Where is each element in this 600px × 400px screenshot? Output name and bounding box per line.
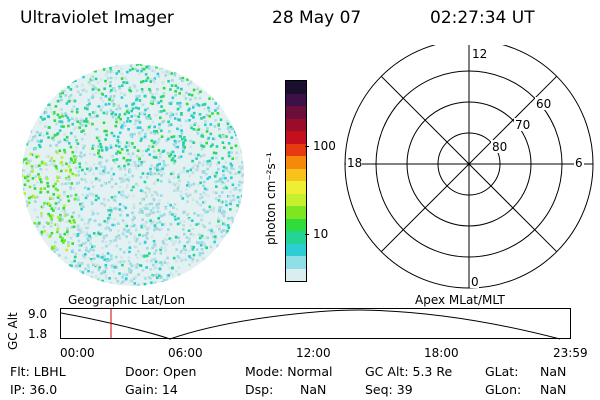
info-seq: Seq: 39	[365, 382, 413, 397]
timeline-right-label: Apex MLat/MLT	[415, 293, 505, 307]
info-mode: Mode: Normal	[245, 364, 333, 379]
polar-plot: 12 18 6 0 60 70 80	[344, 45, 594, 289]
info-dsp-value: NaN	[300, 382, 327, 397]
uv-image-disk	[22, 64, 244, 286]
info-gc-alt: GC Alt: 5.3 Re	[365, 364, 453, 379]
mlt-label-18: 18	[347, 156, 362, 170]
info-dsp-label: Dsp:	[245, 382, 274, 397]
timeline-x-tick-2359: 23:59	[553, 346, 588, 360]
colorbar-band	[286, 193, 306, 206]
app-title: Ultraviolet Imager	[20, 8, 174, 28]
colorbar-band	[286, 268, 306, 281]
colorbar-band	[286, 81, 306, 94]
timeline-x-tick-1200: 12:00	[296, 346, 331, 360]
polar-diagonal-2	[380, 75, 558, 253]
colorbar-unit-label: photon cm⁻²s⁻¹	[264, 152, 278, 245]
mlt-label-12: 12	[472, 47, 487, 61]
colorbar-band	[286, 218, 306, 231]
mlt-label-0: 0	[471, 275, 479, 289]
colorbar-band	[286, 181, 306, 194]
timeline-left-label: Geographic Lat/Lon	[68, 293, 186, 307]
info-glat-value: NaN	[540, 364, 567, 379]
colorbar-band	[286, 168, 306, 181]
colorbar-band	[286, 143, 306, 156]
date-label: 28 May 07	[272, 8, 362, 28]
info-glon-value: NaN	[540, 382, 567, 397]
colorbar-band	[286, 231, 306, 244]
uv-image-panel	[22, 64, 244, 286]
info-door: Door: Open	[125, 364, 197, 379]
colorbar	[285, 80, 307, 282]
lat-label-60: 60	[536, 97, 551, 111]
colorbar-band	[286, 243, 306, 256]
timeline-y-tick-high: 9.0	[28, 307, 48, 321]
colorbar-tick-label-100: 100	[313, 139, 336, 153]
colorbar-band	[286, 206, 306, 219]
timeline-x-tick-0600: 06:00	[168, 346, 203, 360]
colorbar-band	[286, 256, 306, 269]
timeline-y-axis-label: GC Alt	[6, 312, 20, 350]
colorbar-band	[286, 106, 306, 119]
colorbar-tick-label-10: 10	[313, 227, 329, 241]
info-glon-label: GLon:	[485, 382, 522, 397]
altitude-timeline	[60, 308, 571, 340]
colorbar-tick-10	[305, 234, 309, 235]
colorbar-tick-100	[305, 146, 309, 147]
timeline-y-tick-low: 1.8	[28, 327, 48, 341]
mlt-label-6: 6	[575, 156, 583, 170]
timeline-x-tick-0000: 00:00	[60, 346, 95, 360]
lat-label-80: 80	[492, 140, 507, 154]
info-glat-label: GLat:	[485, 364, 519, 379]
colorbar-band	[286, 93, 306, 106]
colorbar-band	[286, 118, 306, 131]
info-gain: Gain: 14	[125, 382, 178, 397]
altitude-curve	[60, 309, 561, 340]
info-filter: Flt: LBHL	[10, 364, 66, 379]
colorbar-band	[286, 156, 306, 169]
lat-label-70: 70	[515, 118, 530, 132]
info-ip: IP: 36.0	[10, 382, 58, 397]
time-label: 02:27:34 UT	[430, 8, 535, 28]
timeline-x-tick-1800: 18:00	[424, 346, 459, 360]
colorbar-band	[286, 131, 306, 144]
